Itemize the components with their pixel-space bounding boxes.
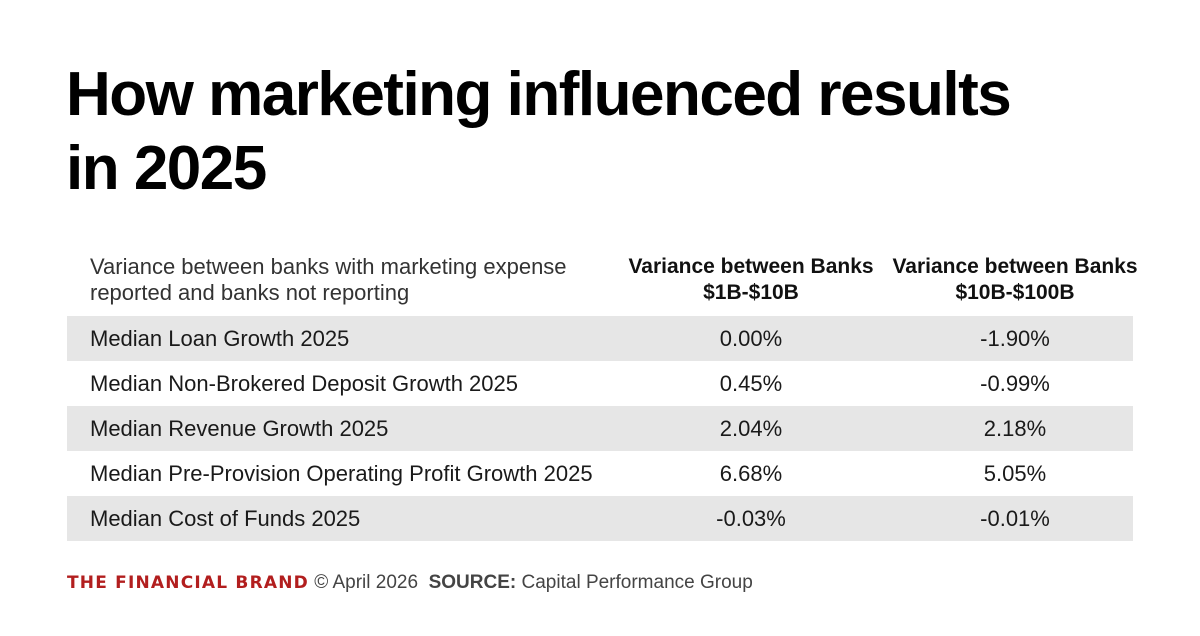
table-row: Median Pre-Provision Operating Profit Gr…: [67, 451, 1133, 496]
cell-value: 0.45%: [719, 371, 783, 396]
cell-value: -0.03%: [716, 506, 786, 531]
cell-value: 0.00%: [719, 326, 783, 351]
row-header-description: Variance between banks with marketing ex…: [90, 254, 567, 305]
footer-date: © April 2026: [314, 572, 419, 593]
table-header-row: Variance between banks with marketing ex…: [67, 246, 1138, 316]
column-header-banks-10b-100b: Variance between Banks $10B-$100B: [892, 255, 1138, 304]
column-header-banks-1b-10b: Variance between Banks $1B-$10B: [628, 255, 874, 304]
cell-value: 2.18%: [983, 416, 1047, 441]
row-label: Median Loan Growth 2025: [90, 326, 350, 351]
row-label: Median Non-Brokered Deposit Growth 2025: [90, 371, 519, 396]
cell-value: 2.04%: [719, 416, 783, 441]
source-name: Capital Performance Group: [521, 572, 753, 593]
brand-name: THE FINANCIAL BRAND: [67, 573, 309, 593]
row-label: Median Pre-Provision Operating Profit Gr…: [90, 461, 593, 486]
cell-value: 5.05%: [983, 461, 1047, 486]
footer: THE FINANCIAL BRAND © April 2026 SOURCE:…: [67, 571, 753, 595]
page-title: How marketing influenced results in 2025: [66, 60, 1012, 203]
cell-value: -0.99%: [980, 371, 1050, 396]
cell-value: 6.68%: [719, 461, 783, 486]
data-table: Variance between banks with marketing ex…: [67, 246, 1138, 541]
cell-value: -0.01%: [980, 506, 1050, 531]
table-row: Median Loan Growth 2025 0.00% -1.90%: [67, 316, 1133, 361]
table-row: Median Non-Brokered Deposit Growth 2025 …: [67, 361, 1133, 406]
row-label: Median Cost of Funds 2025: [90, 506, 361, 531]
row-label: Median Revenue Growth 2025: [90, 416, 389, 441]
source-label: SOURCE:: [428, 572, 517, 593]
table-row: Median Cost of Funds 2025 -0.03% -0.01%: [67, 496, 1133, 541]
table-row: Median Revenue Growth 2025 2.04% 2.18%: [67, 406, 1133, 451]
cell-value: -1.90%: [980, 326, 1050, 351]
